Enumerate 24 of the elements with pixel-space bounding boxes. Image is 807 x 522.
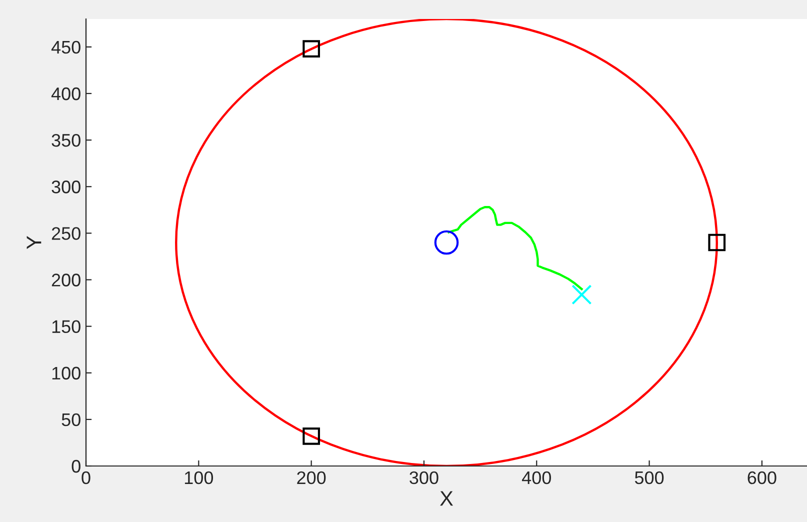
x-axis-title: X	[440, 491, 454, 506]
y-tick-label: 0	[72, 460, 80, 473]
point	[434, 230, 459, 255]
point	[302, 40, 320, 58]
point	[708, 234, 726, 252]
y-tick-label: 300	[52, 180, 80, 194]
y-tick-label: 250	[52, 227, 80, 240]
y-tick-label: 150	[52, 320, 80, 334]
x-tick-label: 600	[748, 471, 776, 484]
y-tick-label: 400	[51, 87, 80, 100]
point	[572, 284, 592, 305]
x-tick-label: 200	[297, 471, 326, 484]
x-tick-label: 0	[82, 471, 90, 484]
y-tick-label: 450	[51, 40, 80, 54]
y-tick-label: 200	[52, 274, 80, 286]
y-tick-label: 50	[62, 413, 80, 426]
x-tick-label: 500	[634, 471, 664, 484]
x-tick-label: 300	[410, 471, 438, 484]
x-tick-label: 100	[184, 471, 214, 484]
point	[302, 428, 320, 445]
y-tick-label: 350	[52, 134, 80, 147]
y-axis-title: Y	[26, 236, 42, 249]
x-tick-label: 400	[522, 471, 551, 484]
y-tick-label: 100	[52, 366, 80, 380]
